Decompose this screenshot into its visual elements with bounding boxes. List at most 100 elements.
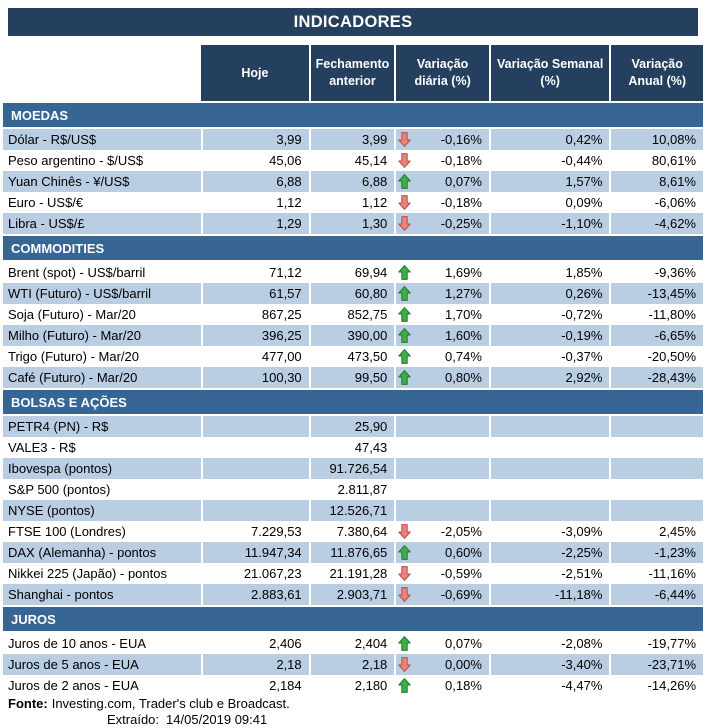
up-arrow-icon [398,636,412,651]
cell-fechamento: 473,50 [308,346,395,367]
footer-source-line: Fonte: Investing.com, Trader's club e Bro… [8,696,707,712]
column-header-variacao-diaria: Variação diária (%) [394,45,489,101]
variacao-diaria-value: -0,25% [440,216,482,231]
table-row: Soja (Futuro) - Mar/20 867,25 852,75 1,70% -… [3,304,703,325]
cell-label: Peso argentino - $/US$ [8,153,144,168]
footer-source-label: Fonte: [8,696,48,711]
cell-variacao-anual: -6,44% [609,584,703,605]
cell-variacao-diaria: 1,70% [394,304,489,325]
cell-variacao-anual: -1,23% [609,542,703,563]
variacao-diaria-value: 1,69% [445,265,482,280]
cell-label: DAX (Alemanha) - pontos [8,545,157,560]
cell-fechamento: 2.903,71 [308,584,395,605]
variacao-diaria-value: -0,16% [440,132,482,147]
cell-variacao-semanal: -3,09% [488,521,609,542]
table-row: WTI (Futuro) - US$/barril 61,57 60,80 1,27%… [3,283,703,304]
cell-variacao-semanal: -0,37% [488,346,609,367]
cell-hoje: 21.067,23 [201,563,309,584]
cell-variacao-anual: -9,36% [609,262,703,283]
cell-label: Ibovespa (pontos) [8,461,113,476]
table-row: Shanghai - pontos 2.883,61 2.903,71 -0,69% -… [3,584,703,605]
cell-variacao-semanal: -11,18% [488,584,609,605]
cell-variacao-diaria: 0,07% [394,171,489,192]
cell-hoje: 2,184 [201,675,309,696]
column-header-hoje: Hoje [201,45,309,101]
cell-fechamento: 7.380,64 [308,521,395,542]
cell-variacao-diaria: 1,60% [394,325,489,346]
cell-variacao-semanal: 0,09% [488,192,609,213]
cell-variacao-anual: -11,80% [609,304,703,325]
cell-fechamento: 11.876,65 [308,542,395,563]
up-arrow-icon [398,286,412,301]
down-arrow-icon [398,195,412,210]
table-row: VALE3 - R$ 47,43 [3,437,703,458]
cell-hoje: 867,25 [201,304,309,325]
up-arrow-icon [398,328,412,343]
footer-source-text: Investing.com, Trader's club e Broadcast… [51,696,290,711]
cell-hoje [201,458,309,479]
cell-hoje [201,437,309,458]
cell-hoje: 45,06 [201,150,309,171]
cell-variacao-diaria [394,416,489,437]
table-row: Juros de 5 anos - EUA 2,18 2,18 0,00% -3,40%… [3,654,703,675]
cell-label: Libra - US$/£ [8,216,85,231]
cell-variacao-diaria: 0,80% [394,367,489,388]
cell-variacao-semanal: -4,47% [488,675,609,696]
cell-variacao-diaria: -0,16% [394,129,489,150]
cell-hoje: 7.229,53 [201,521,309,542]
cell-label: NYSE (pontos) [8,503,95,518]
cell-variacao-semanal: -3,40% [488,654,609,675]
cell-hoje: 1,12 [201,192,309,213]
table-body: MOEDAS Dólar - R$/US$ 3,99 3,99 -0,16% 0,42% 1… [3,103,703,696]
cell-variacao-anual: 80,61% [609,150,703,171]
down-arrow-icon [398,524,412,539]
cell-label: Shanghai - pontos [8,587,114,602]
down-arrow-icon [398,132,412,147]
cell-fechamento: 25,90 [308,416,395,437]
cell-label: Euro - US$/€ [8,195,84,210]
cell-variacao-anual: 10,08% [609,129,703,150]
cell-fechamento: 12.526,71 [308,500,395,521]
header-label-spacer [3,45,201,101]
page-title: INDICADORES [293,12,413,31]
cell-variacao-anual [609,437,703,458]
cell-variacao-semanal: 2,92% [488,367,609,388]
cell-fechamento: 47,43 [308,437,395,458]
variacao-diaria-value: -0,18% [440,195,482,210]
cell-variacao-diaria: 1,69% [394,262,489,283]
cell-label: Trigo (Futuro) - Mar/20 [8,349,139,364]
cell-fechamento: 2,180 [308,675,395,696]
cell-variacao-semanal [488,479,609,500]
cell-variacao-anual: 2,45% [609,521,703,542]
cell-variacao-anual: -11,16% [609,563,703,584]
cell-variacao-diaria: 0,74% [394,346,489,367]
cell-variacao-anual [609,500,703,521]
variacao-diaria-value: 0,74% [445,349,482,364]
cell-variacao-semanal [488,458,609,479]
table-row: Trigo (Futuro) - Mar/20 477,00 473,50 0,74%… [3,346,703,367]
up-arrow-icon [398,678,412,693]
cell-fechamento: 2,404 [308,633,395,654]
indicators-table: Hoje Fechamento anterior Variação diária… [3,45,703,696]
cell-hoje [201,479,309,500]
cell-fechamento: 45,14 [308,150,395,171]
cell-variacao-semanal: 0,26% [488,283,609,304]
up-arrow-icon [398,307,412,322]
table-row: Nikkei 225 (Japão) - pontos 21.067,23 21.1… [3,563,703,584]
cell-variacao-semanal: -2,51% [488,563,609,584]
cell-variacao-anual: -28,43% [609,367,703,388]
column-header-variacao-semanal: Variação Semanal (%) [488,45,610,101]
down-arrow-icon [398,657,412,672]
cell-hoje: 6,88 [201,171,309,192]
cell-fechamento: 6,88 [308,171,395,192]
table-row: Ibovespa (pontos) 91.726,54 [3,458,703,479]
cell-variacao-diaria: -0,69% [394,584,489,605]
column-header-row: Hoje Fechamento anterior Variação diária… [3,45,703,101]
variacao-diaria-value: -0,69% [440,587,482,602]
section-header-bolsas-e-acoes: BOLSAS E AÇÕES [3,390,703,414]
cell-variacao-anual: -6,65% [609,325,703,346]
cell-variacao-semanal: 0,42% [488,129,609,150]
cell-variacao-anual [609,479,703,500]
cell-label: Yuan Chinês - ¥/US$ [8,174,130,189]
table-row: Café (Futuro) - Mar/20 100,30 99,50 0,80% 2,… [3,367,703,388]
